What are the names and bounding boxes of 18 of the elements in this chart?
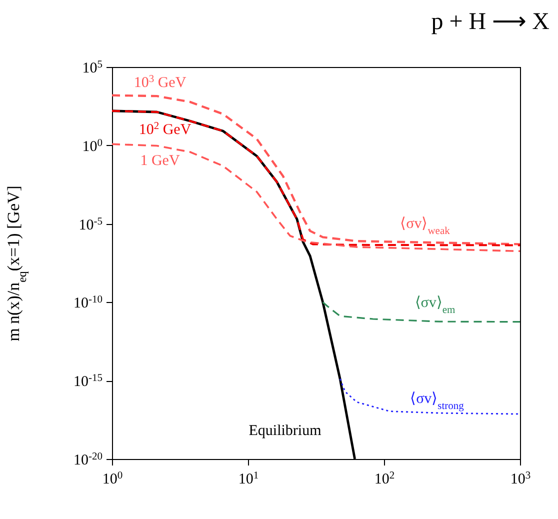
y-tick-label: 10$^{0}$ — [82, 137, 102, 155]
x-tick-label: 10$^{3}$ — [510, 470, 531, 488]
series-label: 10$^{2}$ GeV — [138, 120, 192, 138]
y-tick-label: 10$^{5}$ — [82, 59, 102, 76]
series-label: Equilibrium — [248, 423, 322, 439]
chart-title: p + H ⟶ X — [431, 9, 550, 35]
series-label: 1 GeV — [140, 153, 180, 169]
series-label: ⟨σv⟩$_{strong}$ — [410, 391, 465, 412]
annotation: ⟨σv⟩$_{weak}$ — [400, 216, 451, 236]
series-label: ⟨σv⟩$_{em}$ — [414, 295, 456, 316]
x-tick-label: 10$^{1}$ — [238, 470, 259, 488]
x-tick-label: 10$^{2}$ — [374, 470, 395, 488]
y-tick-label: 10$^{-15}$ — [74, 372, 102, 390]
y-tick-label: 10$^{-10}$ — [74, 294, 102, 312]
y-tick-label: 10$^{-20}$ — [74, 451, 102, 468]
series-label: 10$^{3}$ GeV — [134, 74, 186, 91]
x-tick-label: 10$^{0}$ — [102, 470, 123, 488]
y-tick-label: 10$^{-5}$ — [78, 216, 102, 234]
